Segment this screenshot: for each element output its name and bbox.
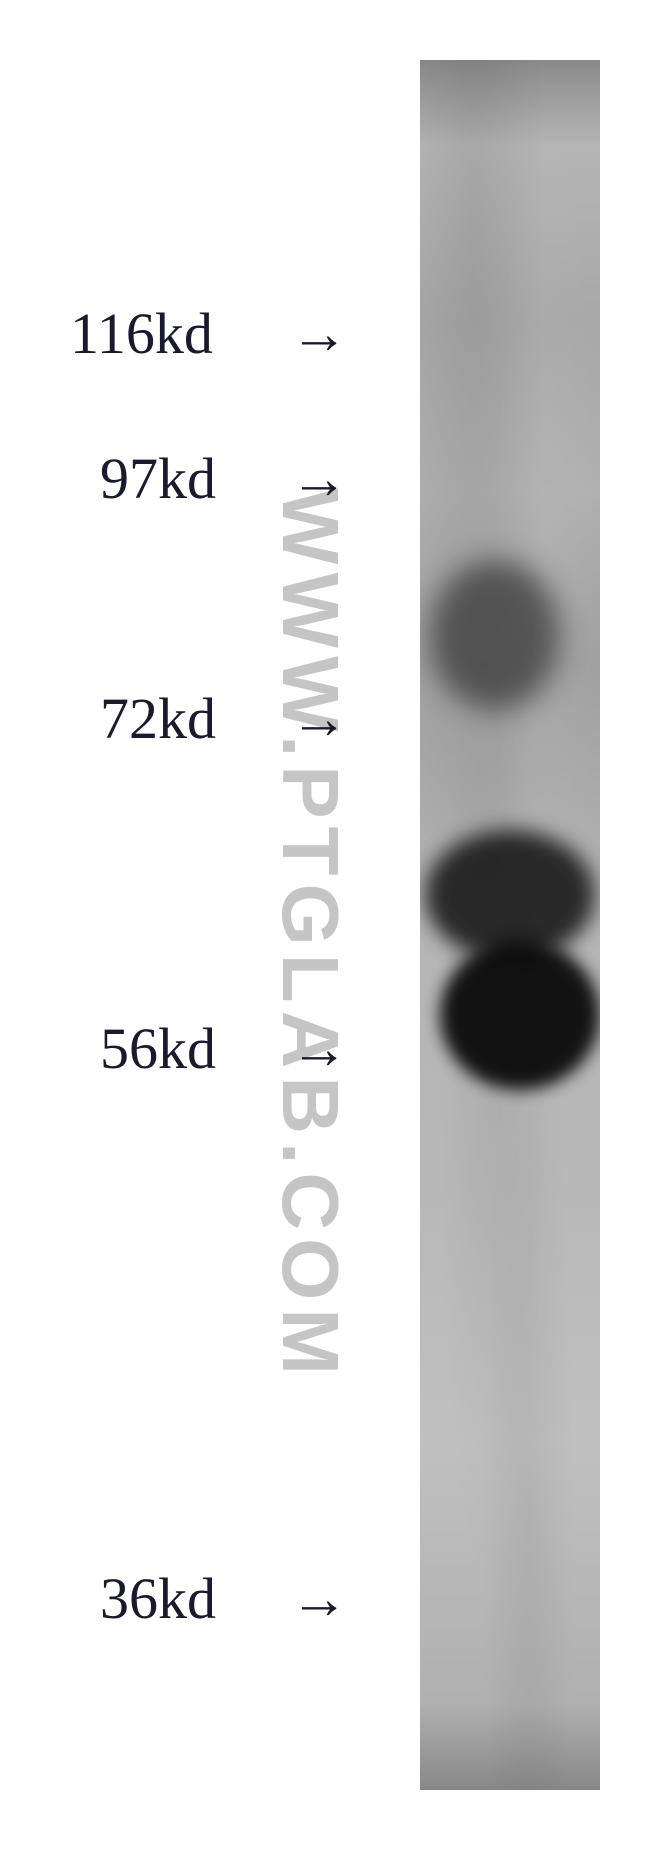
watermark-text: WWW.PTGLAB.COM	[264, 336, 356, 1536]
marker-arrow-97kd: →	[290, 445, 348, 512]
marker-label-72kd: 72kd	[100, 685, 216, 752]
marker-label-36kd: 36kd	[100, 1565, 216, 1632]
marker-arrow-56kd: →	[290, 1015, 348, 1082]
marker-label-116kd: 116kd	[70, 300, 213, 367]
marker-arrow-116kd: →	[290, 300, 348, 367]
marker-arrow-36kd: →	[290, 1565, 348, 1632]
blot-lane	[420, 60, 600, 1790]
marker-arrow-72kd: →	[290, 685, 348, 752]
band-56kd-main	[440, 940, 600, 1090]
band-72kd	[430, 560, 560, 710]
marker-label-97kd: 97kd	[100, 445, 216, 512]
marker-label-56kd: 56kd	[100, 1015, 216, 1082]
